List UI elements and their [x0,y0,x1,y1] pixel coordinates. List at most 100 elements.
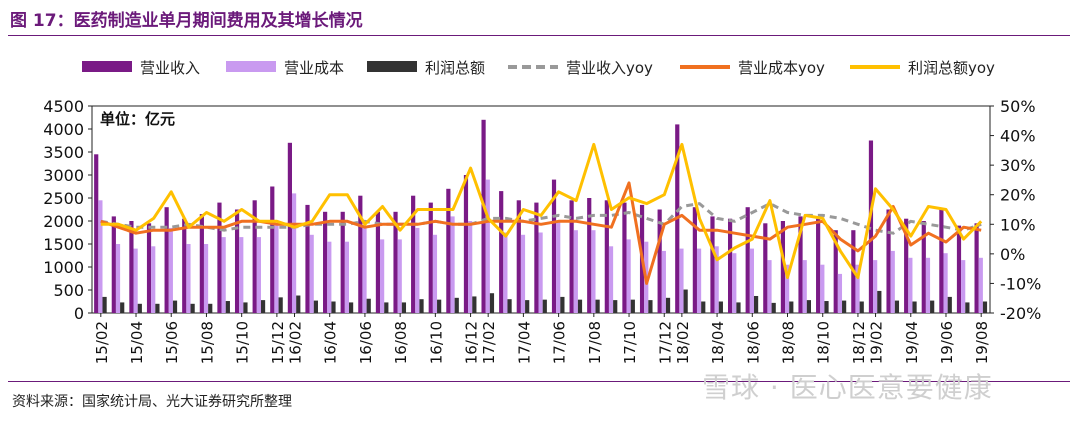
bar-利润总额 [260,300,266,313]
bar-营业成本 [591,230,596,313]
bar-营业成本 [890,250,895,313]
bar-营业收入 [340,211,345,313]
bar-营业收入 [146,223,152,313]
x-tick-label: 19/04 [903,321,921,364]
bar-利润总额 [701,301,706,313]
figure-title: 图 17：医药制造业单月期间费用及其增长情况 [10,11,363,31]
bar-营业收入 [94,154,99,313]
bar-利润总额 [806,300,812,313]
bar-利润总额 [349,302,354,313]
bar-利润总额 [912,301,917,313]
bar-利润总额 [665,297,671,313]
bar-利润总额 [930,300,935,313]
bar-营业收入 [622,202,627,313]
bar-利润总额 [278,297,283,313]
bar-利润总额 [208,303,213,313]
bar-营业收入 [164,207,169,313]
x-tick-label: 15/06 [163,321,181,364]
x-tick-label: 17/04 [515,321,533,364]
bar-利润总额 [401,302,407,313]
bar-营业收入 [499,191,504,313]
legend-swatch-1 [226,61,276,72]
bar-营业收入 [516,200,521,313]
bar-营业收入 [129,221,134,313]
bar-利润总额 [525,300,530,313]
bar-利润总额 [595,299,600,313]
bar-营业收入 [745,207,750,313]
bar-营业收入 [252,200,257,313]
bar-营业收入 [182,218,187,313]
bar-营业成本 [221,237,226,313]
bar-利润总额 [313,300,318,313]
x-tick-label: 17/10 [621,321,639,364]
bar-营业成本 [274,225,279,313]
bar-营业收入 [587,198,592,313]
bar-利润总额 [172,300,178,313]
x-tick-label: 17/08 [586,321,604,364]
x-tick-label: 18/04 [709,321,727,364]
bar-营业成本 [309,234,314,313]
bar-营业收入 [710,216,715,313]
bar-营业收入 [217,202,222,313]
bar-营业成本 [186,244,191,313]
y-left-tick-label: 3000 [43,166,84,185]
bar-利润总额 [771,302,776,313]
x-tick-label: 17/06 [551,321,569,364]
bar-营业收入 [270,186,275,313]
bar-营业收入 [727,218,733,313]
bar-利润总额 [736,302,741,313]
legend-label-3: 营业收入yoy [566,59,653,77]
y-right-tick-label: 20% [1000,186,1036,205]
bar-营业成本 [291,193,297,313]
x-tick-label: 15/08 [198,321,216,364]
bar-利润总额 [472,296,477,313]
bar-利润总额 [859,301,864,313]
bar-营业成本 [538,232,543,313]
bar-营业收入 [692,207,697,313]
x-tick-label: 18/10 [815,321,833,364]
chart-svg: 营业收入 营业成本 利润总额 营业收入yoy 营业成本yoy 利润总额yoy 0 500 100… [43,59,1041,364]
bar-营业成本 [573,230,578,313]
bar-营业成本 [873,260,878,313]
bar-利润总额 [190,303,195,313]
bar-营业成本 [115,244,121,313]
bar-营业成本 [661,250,666,313]
bar-利润总额 [542,299,547,313]
bar-营业成本 [785,264,790,313]
bar-利润总额 [877,290,882,313]
bar-营业成本 [908,257,913,313]
bar-营业成本 [468,221,473,313]
bar-利润总额 [718,301,723,313]
x-tick-label: 16/06 [357,321,375,364]
bar-营业收入 [604,200,609,313]
bar-营业成本 [168,227,173,313]
bar-营业收入 [868,140,874,313]
line-营业收入yoy [100,202,982,235]
bar-营业成本 [679,248,684,313]
bar-营业收入 [904,218,909,313]
bar-营业收入 [111,216,116,313]
x-tick-label: 17/12 [656,321,674,364]
x-tick-label: 18/08 [780,321,798,364]
bar-营业成本 [978,257,983,313]
y-right-tick-label: -20% [1000,304,1041,323]
y-right-tick-label: 0% [1000,245,1025,264]
legend-label-2: 利润总额 [425,59,485,77]
watermark-logo: 雪球 · 医心医意要健康 [702,371,993,404]
bottom-rule [8,381,1070,382]
bar-营业收入 [446,188,451,313]
bar-营业收入 [886,209,891,313]
bar-营业收入 [534,202,539,313]
bar-营业收入 [287,142,292,313]
x-tick-label: 19/08 [973,321,991,364]
y-right-tick-label: 10% [1000,215,1036,234]
bar-营业成本 [961,260,966,313]
bar-营业成本 [855,264,860,313]
bar-营业成本 [608,246,614,313]
bar-营业成本 [133,248,138,313]
bar-营业成本 [239,237,244,313]
x-tick-label: 19/06 [938,321,956,364]
x-tick-label: 15/12 [269,321,287,364]
bar-营业收入 [305,204,310,313]
bar-营业收入 [798,216,803,313]
